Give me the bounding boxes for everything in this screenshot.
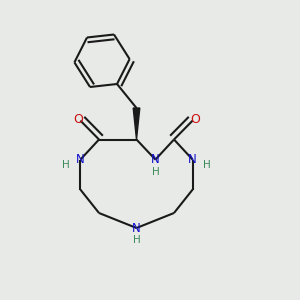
Text: O: O (73, 112, 83, 126)
Text: H: H (152, 167, 159, 177)
Text: N: N (151, 153, 160, 166)
Polygon shape (133, 108, 140, 140)
Text: N: N (132, 221, 141, 235)
Text: N: N (76, 153, 85, 166)
Text: H: H (133, 235, 140, 245)
Text: H: H (62, 160, 70, 170)
Text: H: H (203, 160, 211, 170)
Text: N: N (188, 153, 197, 166)
Text: O: O (190, 112, 200, 126)
